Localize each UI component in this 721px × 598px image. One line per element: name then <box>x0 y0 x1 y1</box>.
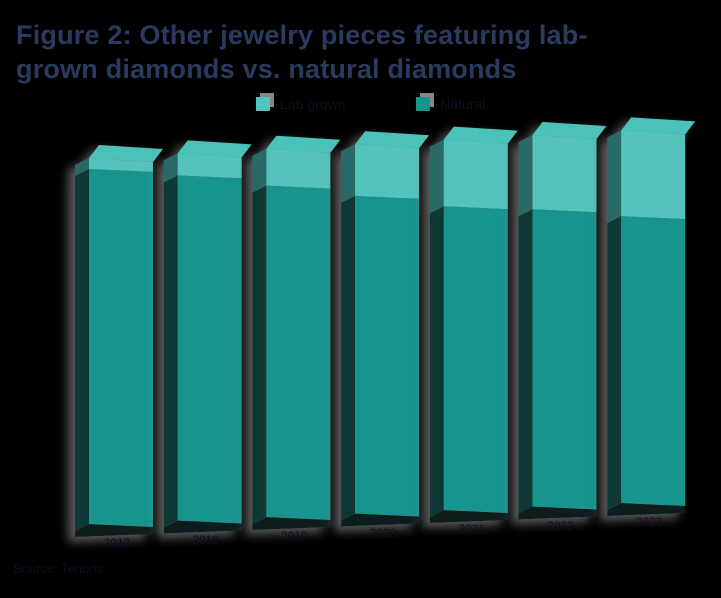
legend-label-natural: Natural <box>440 96 486 112</box>
legend: Lab grown Natural <box>0 96 721 116</box>
source-caption: Source: Tenoris <box>13 561 104 576</box>
x-axis-label-2021: 2021 <box>458 522 486 536</box>
legend-label-lab-grown: Lab grown <box>280 96 346 112</box>
x-axis-label-2022: 2022 <box>547 518 574 533</box>
bar-2020 <box>341 131 430 527</box>
bar-2018 <box>163 140 252 534</box>
x-axis-label-2023: 2023 <box>635 515 663 529</box>
bar-2019 <box>252 135 341 530</box>
x-axis-label-2019: 2019 <box>281 529 308 543</box>
x-axis-label-2018: 2018 <box>192 532 220 547</box>
legend-item-natural: Natural <box>416 96 485 112</box>
bar-2023 <box>607 117 696 516</box>
bar-2021 <box>429 126 518 523</box>
chart-title: Figure 2: Other jewelry pieces featuring… <box>16 20 588 84</box>
x-axis-label-2017: 2017 <box>103 536 131 550</box>
x-axis-label-2020: 2020 <box>369 525 397 540</box>
legend-swatch-natural-icon <box>416 97 430 111</box>
bar-2017 <box>75 145 163 537</box>
legend-swatch-lab-grown-icon <box>256 97 270 111</box>
legend-item-lab-grown: Lab grown <box>256 96 345 112</box>
bar-2022 <box>518 122 607 520</box>
